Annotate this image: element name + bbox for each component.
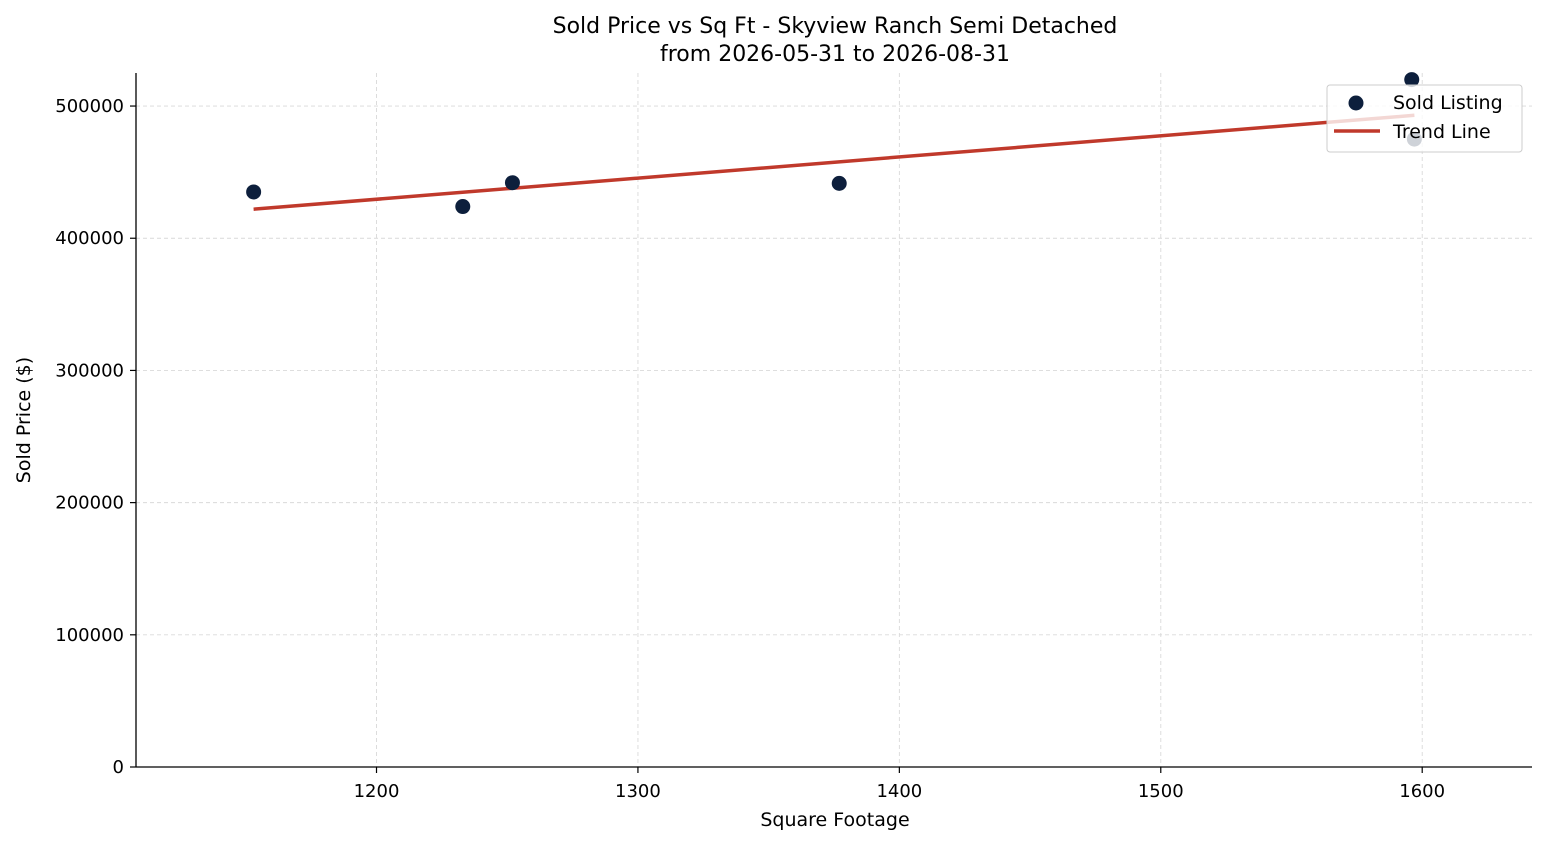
data-point xyxy=(1404,72,1420,88)
x-tick-label: 1600 xyxy=(1399,781,1445,802)
data-point xyxy=(246,184,262,200)
y-tick-label: 100000 xyxy=(55,625,124,646)
legend-box xyxy=(1326,84,1523,153)
y-tick-label: 200000 xyxy=(55,493,124,514)
axes xyxy=(135,73,1532,768)
y-tick-label: 0 xyxy=(113,757,124,778)
x-tick-label: 1200 xyxy=(354,781,400,802)
trend-line-layer xyxy=(253,113,1415,211)
y-tick-label: 500000 xyxy=(55,96,124,117)
x-tick-label: 1500 xyxy=(1138,781,1184,802)
data-point xyxy=(831,175,847,191)
trend-line xyxy=(253,113,1415,211)
y-tick-label: 300000 xyxy=(55,360,124,381)
legend: Sold Listing Trend Line xyxy=(1326,84,1523,153)
legend-label-trend-line: Trend Line xyxy=(1392,121,1491,143)
x-tick-label: 1400 xyxy=(876,781,922,802)
data-point xyxy=(455,199,471,215)
x-tick-label: 1300 xyxy=(615,781,661,802)
tick-labels: 1200 1300 1400 1500 1600 0 100000 200000 300000 4… xyxy=(55,96,1445,802)
chart-subtitle: from 2026-05-31 to 2026-08-31 xyxy=(660,42,1010,67)
legend-marker-sold-listing xyxy=(1348,95,1364,111)
y-axis-label: Sold Price ($) xyxy=(13,357,35,483)
gridlines xyxy=(136,73,1532,767)
chart-title: Sold Price vs Sq Ft - Skyview Ranch Semi… xyxy=(553,14,1118,39)
data-point xyxy=(504,175,520,191)
y-tick-label: 400000 xyxy=(55,228,124,249)
scatter-points xyxy=(246,72,1422,215)
x-axis-label: Square Footage xyxy=(760,809,909,831)
legend-label-sold-listing: Sold Listing xyxy=(1393,92,1503,114)
